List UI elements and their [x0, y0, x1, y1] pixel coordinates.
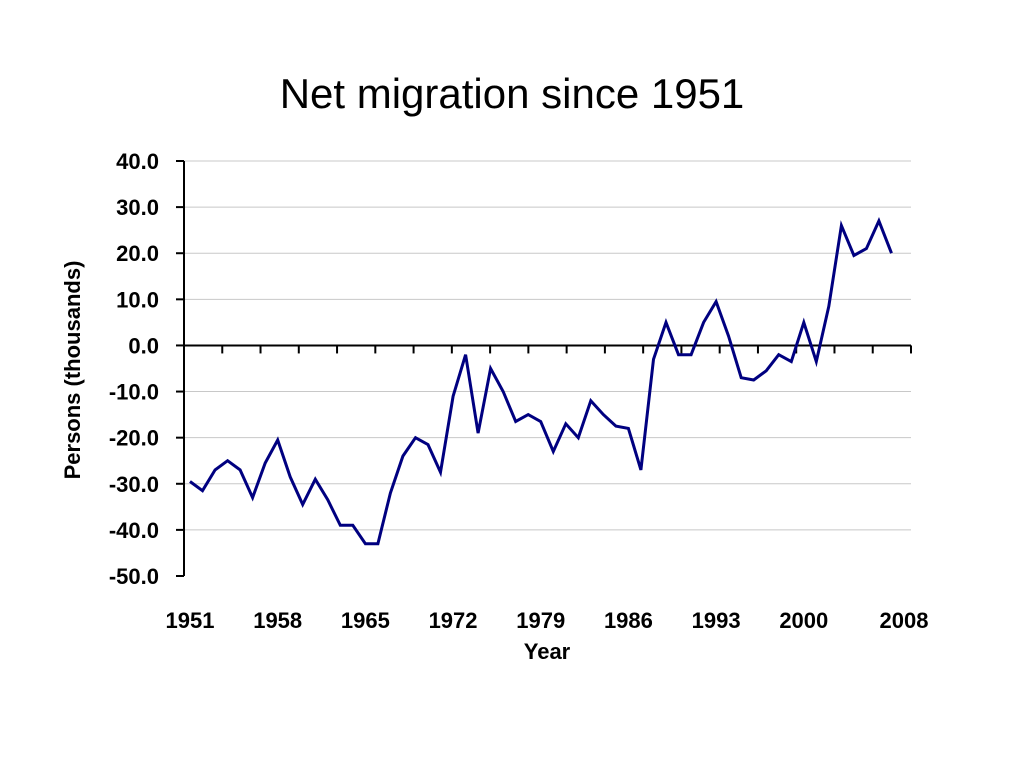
- series-group: [189, 217, 893, 546]
- y-tick-label: 20.0: [116, 241, 159, 266]
- y-axis: 40.0 30.0 20.0 10.0 0.0 -10.0 -20.0 -30.0 -40.0 -…: [109, 149, 185, 589]
- y-tick-label: -10.0: [109, 380, 159, 405]
- x-tick-label: 1951: [166, 608, 215, 633]
- x-axis: 1951 1958 1965 1972 1979 1986 1993 2000 2008: [166, 344, 929, 633]
- x-tick-label: 1979: [516, 608, 565, 633]
- y-axis-label: Persons (thousands): [60, 261, 85, 480]
- series-line: [189, 217, 893, 546]
- y-tick-label: -30.0: [109, 472, 159, 497]
- chart-title: Net migration since 1951: [279, 70, 745, 117]
- x-tick-label: 2008: [880, 608, 929, 633]
- x-tick-label: 1993: [692, 608, 741, 633]
- y-tick-label: 0.0: [128, 333, 159, 358]
- x-axis-label: Year: [524, 639, 571, 664]
- y-tick-label: 40.0: [116, 149, 159, 174]
- y-tick-label: -50.0: [109, 564, 159, 589]
- y-tick-label: 10.0: [116, 287, 159, 312]
- x-tick-label: 1986: [604, 608, 653, 633]
- x-tick-label: 1958: [253, 608, 302, 633]
- y-tick-label: -40.0: [109, 518, 159, 543]
- x-tick-label: 2000: [779, 608, 828, 633]
- x-tick-label: 1965: [341, 608, 390, 633]
- y-tick-label: 30.0: [116, 195, 159, 220]
- y-tick-label: -20.0: [109, 426, 159, 451]
- x-tick-label: 1972: [429, 608, 478, 633]
